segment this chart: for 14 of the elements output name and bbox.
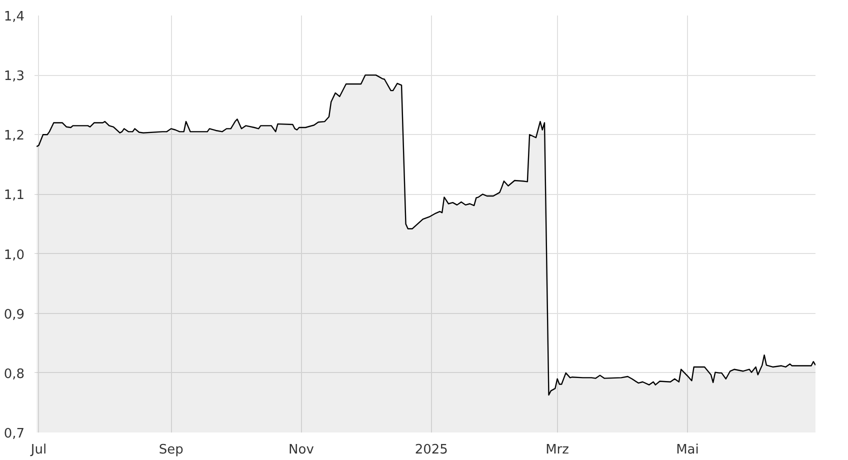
x-tick-label: Nov	[288, 442, 314, 458]
y-tick-label: 1,0	[4, 248, 25, 263]
x-tick-label: Jul	[30, 442, 47, 458]
y-tick-label: 0,8	[4, 366, 25, 382]
y-tick-label: 1,3	[4, 69, 25, 84]
y-tick-label: 0,9	[4, 307, 25, 322]
y-tick-label: 1,2	[4, 128, 25, 144]
x-tick-label: 2025	[414, 442, 448, 458]
y-tick-label: 1,1	[4, 188, 25, 204]
x-tick-label: Mrz	[546, 442, 570, 458]
x-tick-label: Sep	[158, 442, 184, 458]
y-tick-label: 1,4	[4, 10, 25, 24]
x-tick-label: Mai	[676, 442, 699, 458]
y-tick-label: 0,7	[4, 426, 25, 442]
